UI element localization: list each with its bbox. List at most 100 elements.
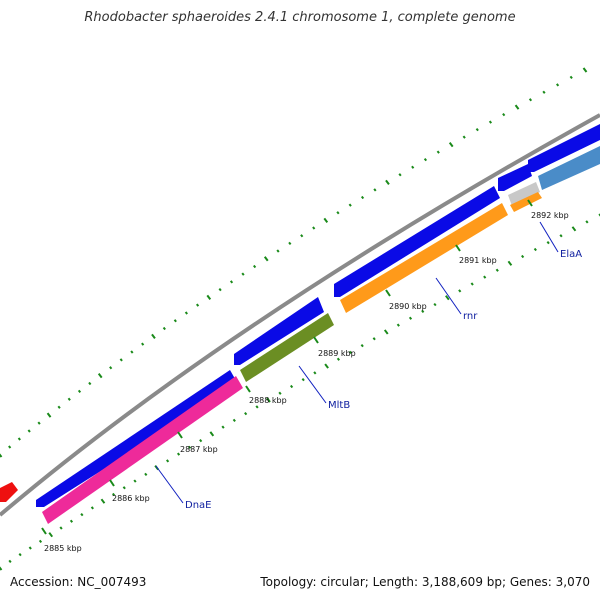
tick-dot <box>300 234 304 238</box>
tick-dot <box>17 437 21 441</box>
label-mltB[interactable]: MltB <box>328 400 350 411</box>
tick-dot <box>0 453 3 458</box>
leader-elaA <box>539 221 559 253</box>
tick-dot <box>398 173 402 177</box>
tick-dot <box>421 309 425 314</box>
forward-gene-1[interactable] <box>36 370 238 507</box>
tick-dot <box>348 203 352 207</box>
tick-dot <box>348 350 352 355</box>
tick-dot <box>324 363 329 369</box>
genome-backbone <box>0 113 600 517</box>
forward-gene-3[interactable] <box>334 186 500 297</box>
tick-dot <box>445 295 450 301</box>
tick-label-2885: 2885 kbp <box>44 544 82 553</box>
gene-rnr[interactable] <box>340 203 508 313</box>
tick-dot <box>46 412 52 418</box>
tick-dot <box>276 249 280 253</box>
tick-dot <box>462 135 466 139</box>
tick-dot <box>122 486 126 490</box>
tick-dot <box>119 358 123 362</box>
tick-dot <box>109 366 113 370</box>
tick-dot <box>133 479 137 483</box>
tick-dot <box>100 498 106 504</box>
tick-label-2892: 2892 kbp <box>531 211 569 220</box>
tick-dot <box>173 319 177 323</box>
tick-dot <box>411 165 415 169</box>
tick-dot <box>436 150 440 154</box>
leader-dnaE <box>155 465 184 504</box>
tick-dot <box>528 98 533 102</box>
tick-label-2891: 2891 kbp <box>459 256 497 265</box>
tick-dot <box>360 195 365 200</box>
tick-dot <box>141 342 145 346</box>
gene-steelblue[interactable] <box>538 146 600 190</box>
tick-dot <box>582 67 588 73</box>
tick-dot <box>37 421 41 425</box>
outer-tick-dots <box>0 67 588 458</box>
gene-red[interactable] <box>0 482 18 502</box>
tick-dot <box>232 418 236 422</box>
forward-gene-2[interactable] <box>234 297 324 365</box>
gene-elaA[interactable] <box>508 182 540 206</box>
tick-dot <box>206 294 212 300</box>
tick-dot <box>255 405 259 409</box>
tick-dot <box>542 90 546 94</box>
tick-dot <box>448 142 454 148</box>
tick-dot <box>470 282 474 286</box>
label-elaA[interactable]: ElaA <box>560 249 582 260</box>
tick-dot <box>336 211 340 215</box>
tick-dot <box>144 472 148 476</box>
inner-tick-dots <box>0 213 600 571</box>
tick-dot <box>598 213 600 217</box>
feature-genes <box>0 146 600 524</box>
gene-orange-small[interactable] <box>510 192 542 212</box>
tick-dot <box>555 83 560 87</box>
tick-dot <box>423 158 428 162</box>
tick-dot <box>253 264 257 269</box>
tick-dot <box>433 302 437 307</box>
tick-mark <box>385 289 391 297</box>
tick-dot <box>188 445 192 450</box>
tick-dot <box>241 272 245 276</box>
tick-dot <box>18 553 22 557</box>
tick-dot <box>408 316 413 320</box>
leader-mltB <box>298 365 327 404</box>
tick-label-2890: 2890 kbp <box>389 302 427 311</box>
tick-dot <box>483 275 487 279</box>
tick-dot <box>313 371 317 375</box>
label-rnr[interactable]: rnr <box>463 311 478 322</box>
tick-dot <box>67 397 71 401</box>
map-title: Rhodobacter sphaeroides 2.4.1 chromosome… <box>84 10 516 25</box>
label-dnaE[interactable]: DnaE <box>185 500 211 511</box>
tick-dot <box>27 429 31 433</box>
tick-dot <box>28 546 32 550</box>
tick-mark <box>455 244 461 252</box>
tick-dot <box>533 247 537 252</box>
tick-dot <box>266 397 271 403</box>
tick-dot <box>385 179 390 185</box>
tick-dot <box>209 431 215 437</box>
tick-dot <box>8 559 12 563</box>
tick-dot <box>221 425 225 429</box>
tick-dot <box>312 226 316 230</box>
tick-dot <box>336 357 341 361</box>
tick-dot <box>571 226 577 232</box>
tick-dot <box>38 539 43 543</box>
tick-dot <box>195 303 200 307</box>
forward-gene-4[interactable] <box>498 164 532 191</box>
tick-dot <box>88 381 92 386</box>
gene-mltB[interactable] <box>240 313 334 382</box>
tick-dot <box>0 566 3 571</box>
tick-dot <box>59 526 63 530</box>
tick-mark <box>41 527 47 535</box>
tick-dot <box>218 288 222 292</box>
leader-rnr <box>435 277 462 315</box>
tick-dot <box>488 120 493 124</box>
tick-dot <box>546 241 550 245</box>
tick-dot <box>151 333 156 339</box>
gene-labels: DnaE MltB rnr ElaA <box>155 221 582 511</box>
tick-dot <box>569 75 573 80</box>
forward-gene-5[interactable] <box>528 124 600 172</box>
gene-dnaE[interactable] <box>42 376 243 524</box>
